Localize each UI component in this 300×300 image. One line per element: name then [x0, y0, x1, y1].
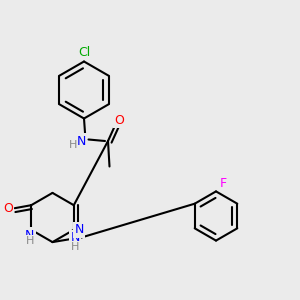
Text: N: N: [70, 231, 80, 244]
Text: N: N: [74, 223, 84, 236]
Text: Cl: Cl: [78, 46, 90, 59]
Text: O: O: [3, 202, 13, 215]
Text: N: N: [76, 134, 86, 148]
Text: N: N: [25, 229, 34, 242]
Text: F: F: [220, 177, 227, 190]
Text: H: H: [69, 140, 77, 150]
Text: O: O: [115, 114, 124, 127]
Text: H: H: [71, 242, 79, 253]
Text: H: H: [26, 236, 34, 246]
